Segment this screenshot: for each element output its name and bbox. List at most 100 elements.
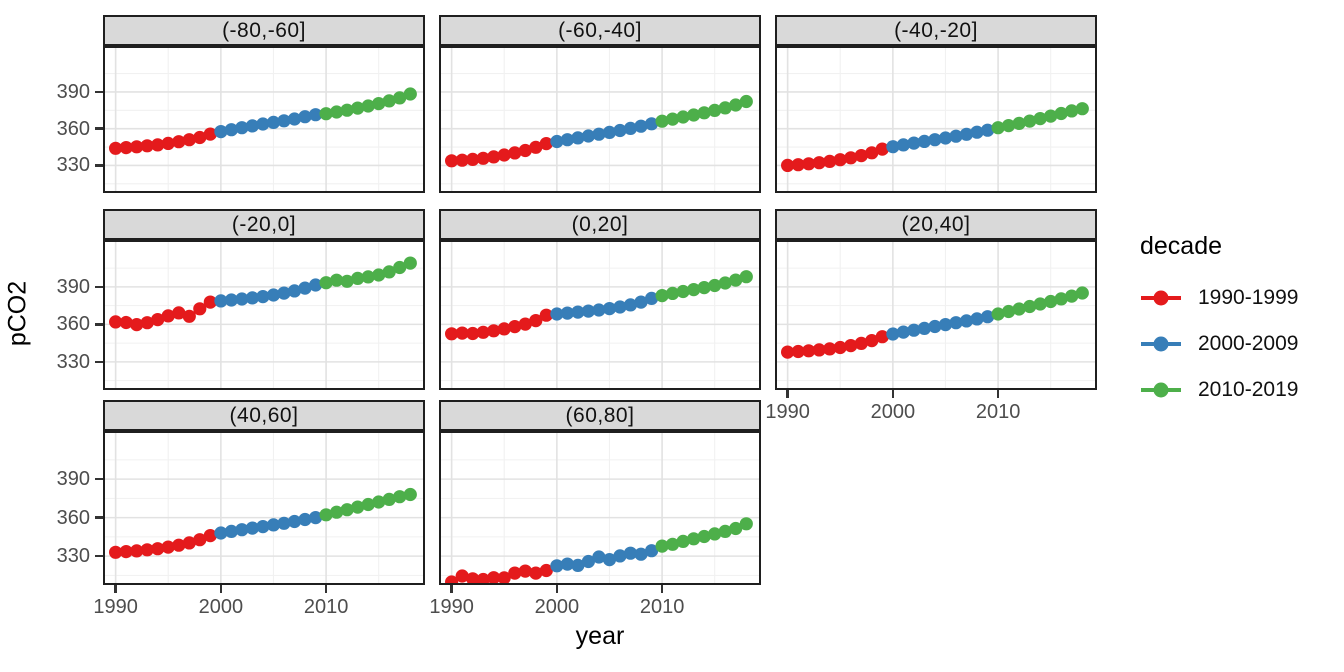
- data-point: [687, 108, 701, 122]
- data-point: [981, 123, 995, 137]
- panel-border: [775, 46, 1097, 193]
- data-point: [970, 125, 984, 139]
- data-point: [602, 302, 617, 316]
- data-point: [214, 125, 228, 139]
- data-point: [959, 314, 974, 328]
- panel-border: [439, 46, 761, 193]
- data-point: [193, 533, 207, 547]
- data-point: [130, 318, 144, 332]
- data-point: [729, 521, 743, 536]
- x-axis-tick: [891, 390, 895, 398]
- facet-strip: (-40,-20]: [775, 15, 1097, 46]
- data-point: [277, 114, 291, 128]
- y-tick-label: 330: [56, 350, 90, 373]
- facet-panel: [439, 431, 761, 585]
- data-point: [182, 309, 196, 323]
- data-point: [1054, 106, 1068, 121]
- y-tick-label: 330: [56, 545, 90, 568]
- data-point: [256, 520, 270, 534]
- data-point: [949, 129, 963, 143]
- data-point: [718, 101, 732, 115]
- data-point: [203, 529, 217, 543]
- x-tick-label: 2010: [639, 596, 685, 618]
- data-point: [823, 342, 837, 356]
- data-point: [151, 542, 165, 556]
- data-point: [172, 135, 186, 149]
- major-gridlines: [103, 240, 425, 390]
- data-point: [109, 141, 123, 155]
- data-point: [319, 107, 333, 121]
- data-point: [403, 87, 417, 101]
- data-point: [917, 321, 931, 335]
- data-point: [182, 133, 196, 147]
- data-point: [718, 524, 732, 538]
- facet-panel: [103, 240, 425, 390]
- facet-label: (40,60]: [229, 403, 299, 427]
- data-point: [151, 138, 165, 152]
- y-tick-label: 390: [56, 275, 90, 298]
- data-point: [140, 543, 154, 557]
- data-point: [109, 315, 123, 329]
- panel-border: [103, 46, 425, 193]
- data-point: [161, 309, 175, 323]
- data-point: [161, 136, 175, 150]
- data-point: [729, 98, 743, 112]
- data-point: [1002, 304, 1016, 319]
- y-tick-label: 360: [56, 506, 90, 529]
- legend-key: [1141, 382, 1181, 398]
- data-point: [403, 256, 417, 270]
- facet-panel: [439, 240, 761, 390]
- data-point: [886, 327, 900, 341]
- data-point: [571, 558, 585, 572]
- legend-entry-label: 2000-2009: [1198, 332, 1299, 355]
- x-axis-tick: [660, 585, 664, 593]
- data-point: [235, 292, 249, 306]
- data-point: [214, 294, 228, 308]
- data-point: [1033, 297, 1047, 311]
- facet-label: (0,20]: [571, 212, 629, 236]
- legend-entry: 2010-2019: [1140, 367, 1298, 413]
- y-axis-tick: [95, 323, 103, 326]
- data-point: [529, 140, 543, 154]
- y-axis-tick: [95, 127, 103, 130]
- data-point: [592, 303, 606, 317]
- data-point: [351, 500, 365, 514]
- data-point: [634, 295, 648, 309]
- data-point: [938, 131, 953, 145]
- data-point: [592, 127, 606, 141]
- data-point: [1065, 289, 1079, 303]
- data-point: [875, 330, 889, 344]
- data-point: [550, 559, 564, 573]
- x-axis-title: year: [575, 622, 625, 650]
- data-point: [539, 137, 553, 151]
- panel-border: [439, 240, 761, 390]
- data-point: [1065, 104, 1079, 118]
- data-point: [991, 307, 1005, 321]
- data-point: [896, 138, 910, 152]
- major-gridlines: [775, 240, 1097, 390]
- facet-label: (-40,-20]: [894, 18, 978, 42]
- data-point: [330, 273, 344, 287]
- minor-gridlines: [103, 431, 425, 585]
- data-point: [938, 318, 953, 332]
- data-point: [1012, 302, 1026, 316]
- panel-border: [775, 240, 1097, 390]
- data-point: [393, 91, 407, 105]
- legend-key-point: [1153, 382, 1169, 398]
- data-point: [340, 503, 354, 517]
- major-gridlines: [439, 46, 761, 193]
- data-point: [907, 323, 921, 337]
- data-point: [655, 289, 669, 303]
- facet-strip: (-20,0]: [103, 209, 425, 240]
- data-point: [330, 105, 344, 119]
- data-point: [666, 537, 680, 551]
- facet-label: (-20,0]: [231, 212, 297, 236]
- data-point: [581, 554, 595, 569]
- x-axis-tick: [324, 585, 328, 593]
- data-point: [1033, 112, 1047, 126]
- data-point: [287, 514, 302, 529]
- data-point: [140, 139, 154, 153]
- x-tick-label: 2010: [975, 401, 1021, 423]
- data-point: [508, 566, 522, 580]
